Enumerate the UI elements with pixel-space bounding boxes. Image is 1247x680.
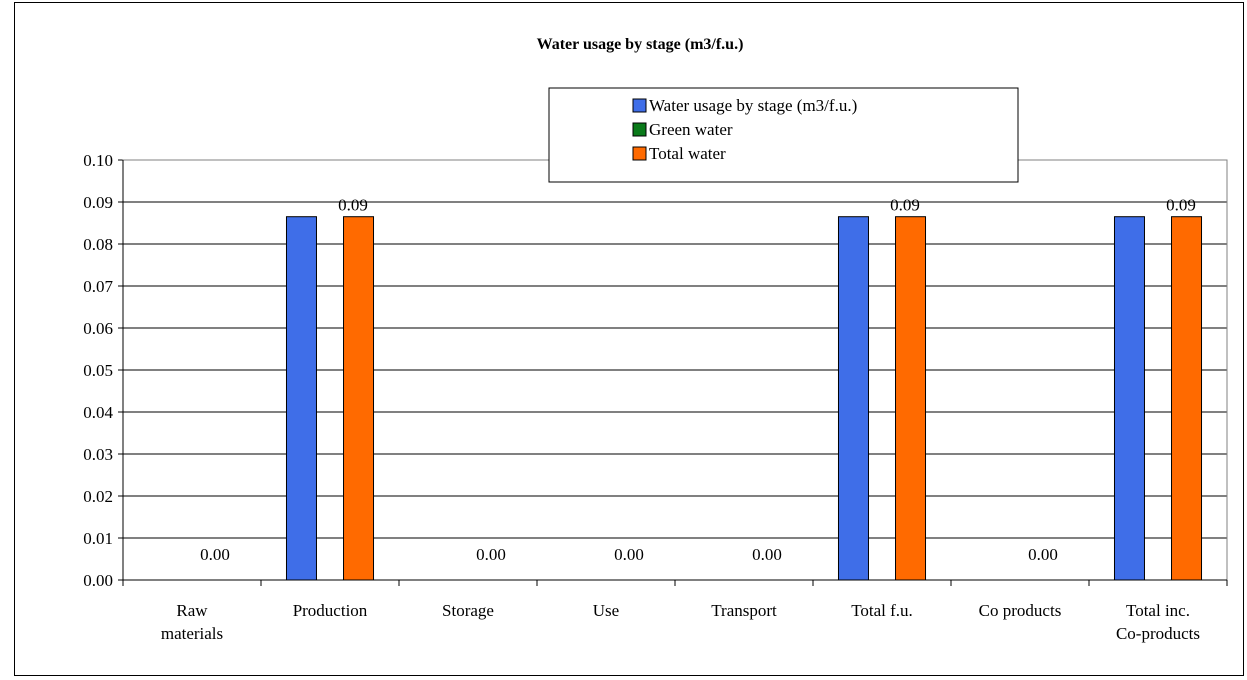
data-label: 0.00: [476, 545, 506, 564]
x-category-label: Production: [293, 601, 368, 620]
y-tick-label: 0.09: [83, 193, 113, 212]
data-label: 0.09: [890, 196, 920, 215]
x-category-label: Total inc.: [1126, 601, 1190, 620]
chart-title: Water usage by stage (m3/f.u.): [537, 36, 744, 53]
data-label: 0.00: [752, 545, 782, 564]
y-tick-label: 0.08: [83, 235, 113, 254]
legend-swatch: [632, 98, 647, 113]
x-category-label: Transport: [711, 601, 777, 620]
bar: [1113, 216, 1145, 581]
legend-label: Water usage by stage (m3/f.u.): [649, 96, 857, 115]
axes: [118, 159, 1228, 586]
legend-label: Green water: [649, 120, 733, 139]
data-label: 0.00: [614, 545, 644, 564]
data-label: 0.09: [338, 196, 368, 215]
bar: [837, 216, 869, 581]
data-label: 0.00: [200, 545, 230, 564]
bar: [1171, 216, 1203, 581]
bar: [895, 216, 927, 581]
x-category-label: Co products: [979, 601, 1062, 620]
legend-box: [548, 87, 1019, 183]
data-label: 0.00: [1028, 545, 1058, 564]
x-category-label: Use: [593, 601, 619, 620]
x-category-label: Co-products: [1116, 624, 1200, 643]
bars: [285, 216, 1203, 581]
legend-label: Total water: [649, 144, 726, 163]
y-tick-label: 0.05: [83, 361, 113, 380]
bar: [343, 216, 375, 581]
data-label: 0.09: [1166, 196, 1196, 215]
x-category-label: Storage: [442, 601, 494, 620]
legend-swatch: [632, 146, 647, 161]
y-tick-label: 0.00: [83, 571, 113, 590]
legend-swatch: [632, 122, 647, 137]
y-tick-label: 0.02: [83, 487, 113, 506]
y-tick-label: 0.01: [83, 529, 113, 548]
x-category-label: Raw: [176, 601, 208, 620]
legend: Water usage by stage (m3/f.u.) Green wate…: [548, 87, 1019, 183]
y-tick-label: 0.07: [83, 277, 113, 296]
y-tick-label: 0.04: [83, 403, 113, 422]
x-category-label: materials: [161, 624, 223, 643]
y-tick-label: 0.03: [83, 445, 113, 464]
bar: [285, 216, 317, 581]
x-category-label: Total f.u.: [851, 601, 913, 620]
y-tick-label: 0.10: [83, 151, 113, 170]
y-tick-label: 0.06: [83, 319, 113, 338]
labels: 0.00 0.01 0.02 0.03 0.04 0.05 0.06 0.07 0.08 0.09…: [83, 151, 1200, 643]
